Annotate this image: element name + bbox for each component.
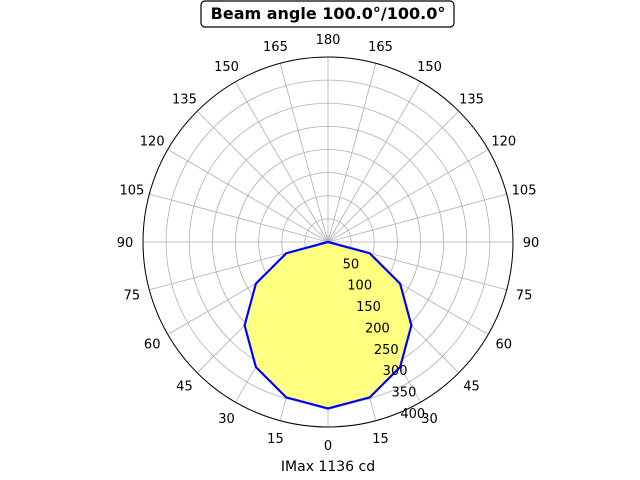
title-frame <box>200 0 455 28</box>
radial-tick-label: 350 <box>392 386 417 401</box>
data-layer <box>243 240 413 410</box>
chart-title: Beam angle 100.0°/100.0° <box>211 4 446 23</box>
angle-tick-label: 135 <box>172 92 197 107</box>
angular-grid-line <box>196 110 329 243</box>
angle-tick-label: 120 <box>491 135 516 150</box>
angular-grid-line <box>327 193 507 243</box>
angle-tick-label: 75 <box>124 289 141 304</box>
angle-tick-label: 75 <box>516 289 533 304</box>
radial-tick-label: 400 <box>400 407 425 422</box>
angle-tick-label: 180 <box>316 33 341 48</box>
angle-tick-label: 105 <box>512 183 537 198</box>
angle-tick-label: 90 <box>117 236 134 251</box>
angle-tick-label: 15 <box>267 432 284 447</box>
radial-tick-label: 250 <box>374 343 399 358</box>
angle-tick-label: 30 <box>421 412 438 427</box>
angle-tick-label: 60 <box>496 338 513 353</box>
radial-tick-label: 100 <box>347 279 372 294</box>
angle-tick-label: 150 <box>214 60 239 75</box>
radial-tick-label: 200 <box>365 321 390 336</box>
x-axis-label: IMax 1136 cd <box>281 459 375 475</box>
angular-grid-line <box>279 63 329 243</box>
angle-tick-label: 45 <box>176 380 193 395</box>
chart-title-box: Beam angle 100.0°/100.0° <box>200 0 455 28</box>
angular-grid-line <box>327 149 489 243</box>
angular-grid-line <box>149 193 329 243</box>
angular-grid-line <box>327 81 421 243</box>
angle-tick-label: 0 <box>324 439 332 454</box>
radial-tick-label: 150 <box>356 300 381 315</box>
angular-grid-line <box>167 149 329 243</box>
angular-grid-line <box>327 110 460 243</box>
series-line <box>243 240 413 410</box>
angle-tick-label: 60 <box>144 338 161 353</box>
angular-grid-line <box>327 63 377 243</box>
angle-tick-label: 135 <box>459 92 484 107</box>
angle-tick-label: 45 <box>463 380 480 395</box>
polar-frame <box>142 56 514 428</box>
radial-tick-label: 300 <box>383 364 408 379</box>
angle-tick-label: 15 <box>372 432 389 447</box>
angle-tick-label: 105 <box>120 183 145 198</box>
angle-tick-label: 165 <box>368 40 393 55</box>
angle-tick-label: 165 <box>263 40 288 55</box>
angle-tick-label: 90 <box>523 236 540 251</box>
angle-tick-label: 150 <box>417 60 442 75</box>
angle-tick-label: 30 <box>218 412 235 427</box>
label-layer: 0 15 30 45 60 75 90 105 120 135 150 165 180 165 150 135… <box>117 33 540 454</box>
radial-tick-label: 50 <box>343 257 360 272</box>
series-fill <box>244 242 412 409</box>
angle-tick-label: 120 <box>140 135 165 150</box>
angular-grid-line <box>235 81 329 243</box>
